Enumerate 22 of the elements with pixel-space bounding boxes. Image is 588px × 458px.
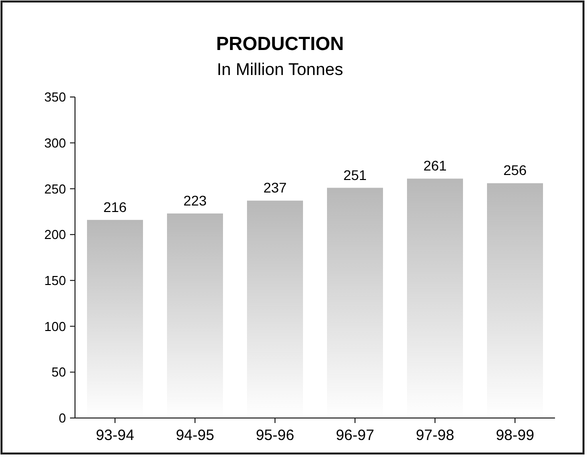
x-tick-label: 96-97 bbox=[336, 427, 374, 444]
x-tick-label: 95-96 bbox=[256, 427, 294, 444]
y-tick-label: 50 bbox=[52, 364, 66, 380]
x-tick-label: 94-95 bbox=[176, 427, 214, 444]
y-tick-label: 0 bbox=[58, 410, 66, 426]
data-label: 251 bbox=[343, 166, 367, 183]
data-label: 237 bbox=[263, 180, 287, 196]
y-tick-label: 200 bbox=[44, 227, 66, 242]
data-label: 223 bbox=[183, 192, 207, 208]
data-label: 216 bbox=[103, 198, 127, 215]
y-tick-label: 150 bbox=[44, 272, 66, 288]
data-label: 256 bbox=[503, 162, 527, 178]
x-tick-label: 98-99 bbox=[496, 427, 534, 444]
x-tick-label: 93-94 bbox=[96, 427, 134, 444]
chart-title: PRODUCTION bbox=[216, 34, 344, 55]
x-tick-label: 97-98 bbox=[416, 427, 454, 444]
data-label: 261 bbox=[423, 158, 447, 174]
y-tick-label: 100 bbox=[44, 318, 66, 334]
y-tick-label: 300 bbox=[44, 135, 66, 150]
y-tick-label: 250 bbox=[44, 181, 66, 196]
y-tick-label: 350 bbox=[44, 90, 66, 105]
chart-subtitle: In Million Tonnes bbox=[216, 60, 344, 79]
